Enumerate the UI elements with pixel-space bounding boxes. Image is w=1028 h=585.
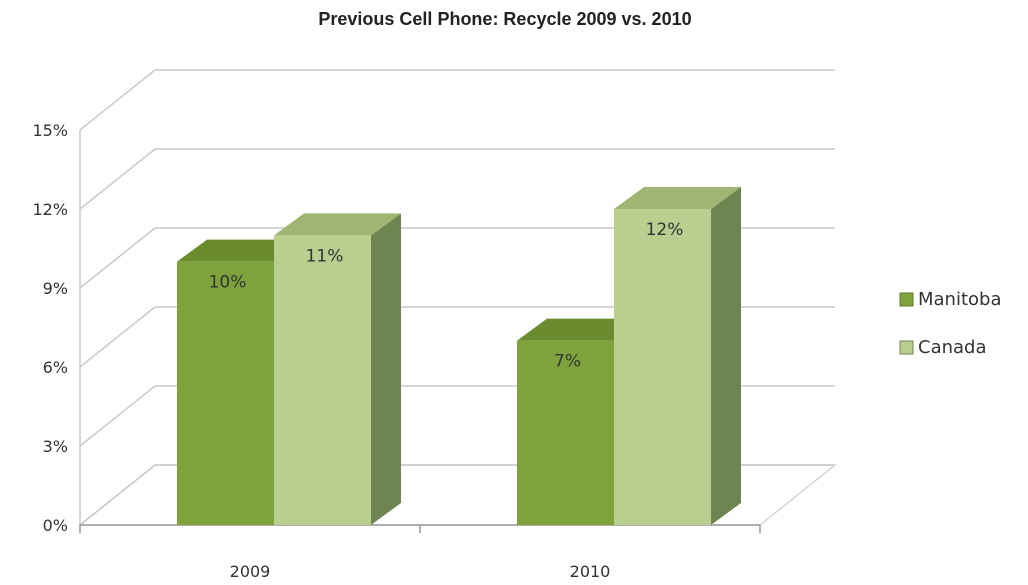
bar-front-face [517,340,614,525]
bar-front-face [274,235,371,526]
bar-data-label: 12% [646,220,684,240]
bar-front-face [177,261,274,525]
bar-top-face [274,213,401,236]
legend-label: Canada [918,337,987,358]
y-tick-label: 6% [43,358,68,377]
bar-canada-2010 [614,187,741,525]
bar-top-face [614,187,741,209]
labels-layer: 2009 2010 10% 7% 11% 12% [209,220,684,581]
side-gridline [79,464,156,526]
x-category-label: 2009 [230,562,271,581]
legend: Manitoba Canada [899,289,1002,358]
legend-swatch [899,340,914,355]
y-tick-label: 9% [43,279,68,298]
bar-data-label: 10% [209,273,247,293]
side-gridline [79,69,156,131]
bar-side-face [711,187,741,525]
legend-item-canada: Canada [899,337,987,358]
x-category-label: 2010 [570,562,611,581]
legend-label: Manitoba [918,289,1002,310]
y-tick-label: 15% [32,121,68,140]
y-tick-label: 12% [32,200,68,219]
bar-side-face [371,213,401,526]
bar-front-face [614,209,711,525]
legend-swatch [899,292,914,307]
bar-canada-2009 [274,213,401,526]
bar-top-face [517,318,644,341]
y-tick-label: 0% [43,516,68,535]
chart-title: Previous Cell Phone: Recycle 2009 vs. 20… [318,9,691,29]
bar-data-label: 7% [554,352,581,372]
legend-item-manitoba: Manitoba [899,289,1002,310]
y-tick-label: 3% [43,437,68,456]
side-gridline [79,385,156,447]
side-gridline [79,227,156,289]
side-gridline [79,306,156,368]
side-gridline [79,148,156,210]
bar-top-face [177,239,304,262]
bar-data-label: 11% [306,246,344,266]
bars-layer [177,187,741,526]
